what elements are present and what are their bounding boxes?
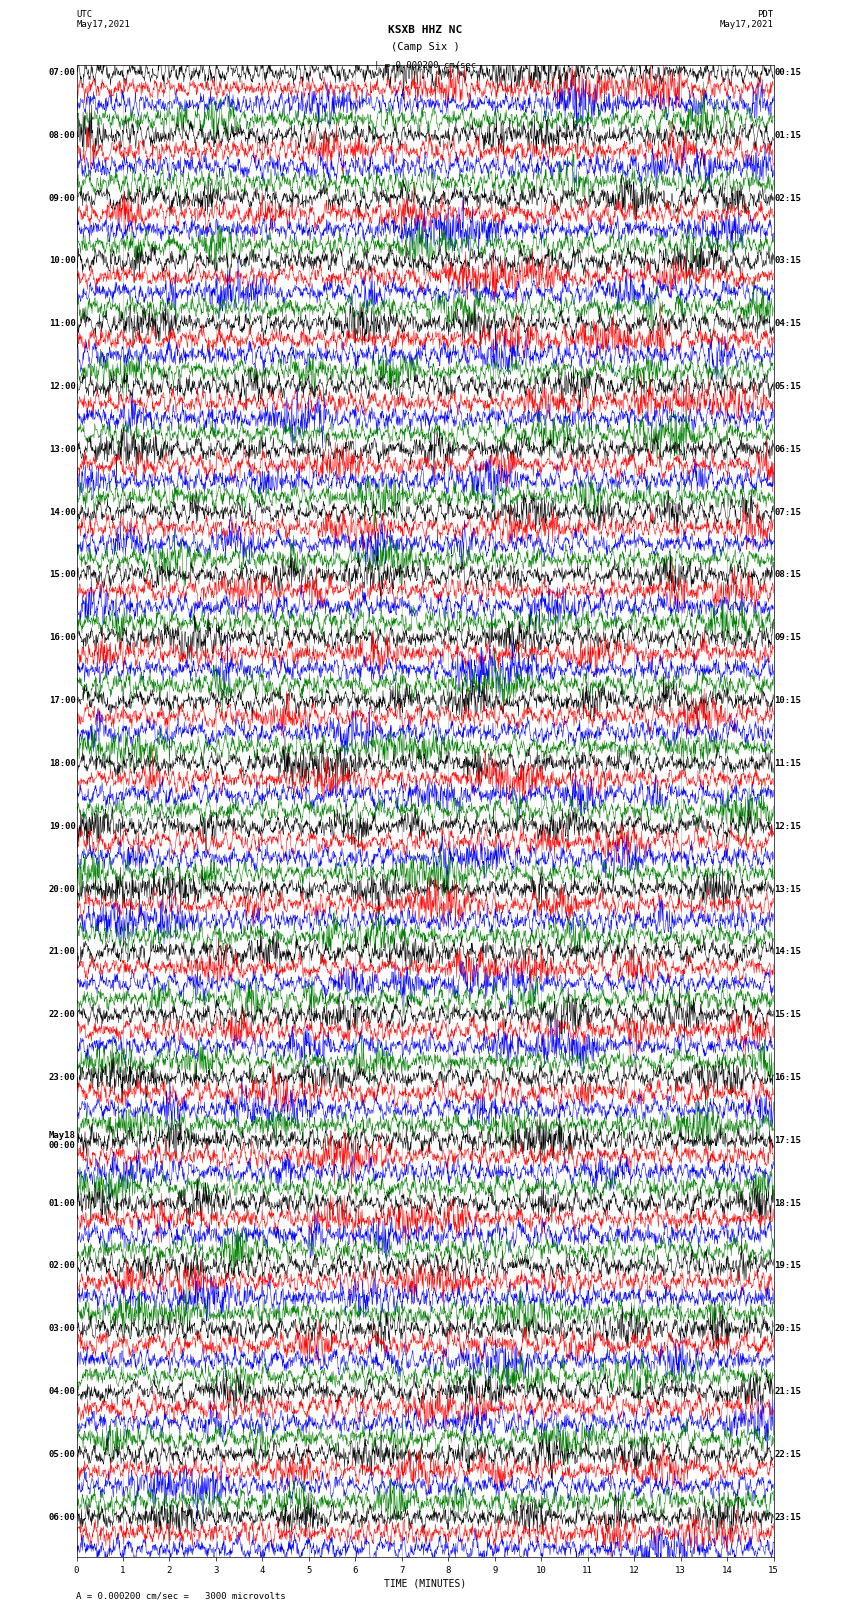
Text: 09:15: 09:15 xyxy=(774,634,801,642)
Text: 17:15: 17:15 xyxy=(774,1136,801,1145)
Text: 07:00: 07:00 xyxy=(49,68,76,77)
Text: 11:15: 11:15 xyxy=(774,758,801,768)
Text: 21:00: 21:00 xyxy=(49,947,76,957)
Text: | = 0.000200 cm/sec: | = 0.000200 cm/sec xyxy=(374,61,476,71)
Text: 20:15: 20:15 xyxy=(774,1324,801,1334)
X-axis label: TIME (MINUTES): TIME (MINUTES) xyxy=(384,1579,466,1589)
Text: 03:00: 03:00 xyxy=(49,1324,76,1334)
Text: 16:15: 16:15 xyxy=(774,1073,801,1082)
Text: 03:15: 03:15 xyxy=(774,256,801,266)
Text: 10:15: 10:15 xyxy=(774,697,801,705)
Text: 05:15: 05:15 xyxy=(774,382,801,390)
Text: 15:00: 15:00 xyxy=(49,571,76,579)
Text: 12:15: 12:15 xyxy=(774,821,801,831)
Text: 12:00: 12:00 xyxy=(49,382,76,390)
Text: 01:00: 01:00 xyxy=(49,1198,76,1208)
Text: 22:15: 22:15 xyxy=(774,1450,801,1460)
Text: 15:15: 15:15 xyxy=(774,1010,801,1019)
Text: 18:00: 18:00 xyxy=(49,758,76,768)
Text: 19:15: 19:15 xyxy=(774,1261,801,1271)
Text: 11:00: 11:00 xyxy=(49,319,76,327)
Text: 20:00: 20:00 xyxy=(49,884,76,894)
Text: 02:00: 02:00 xyxy=(49,1261,76,1271)
Text: 23:00: 23:00 xyxy=(49,1073,76,1082)
Text: 07:15: 07:15 xyxy=(774,508,801,516)
Text: 02:15: 02:15 xyxy=(774,194,801,203)
Text: 19:00: 19:00 xyxy=(49,821,76,831)
Text: 23:15: 23:15 xyxy=(774,1513,801,1521)
Text: 05:00: 05:00 xyxy=(49,1450,76,1460)
Text: 21:15: 21:15 xyxy=(774,1387,801,1397)
Text: 06:15: 06:15 xyxy=(774,445,801,453)
Text: UTC
May17,2021: UTC May17,2021 xyxy=(76,10,130,29)
Text: A = 0.000200 cm/sec =   3000 microvolts: A = 0.000200 cm/sec = 3000 microvolts xyxy=(76,1590,286,1600)
Text: 18:15: 18:15 xyxy=(774,1198,801,1208)
Text: May18
00:00: May18 00:00 xyxy=(49,1131,76,1150)
Text: 22:00: 22:00 xyxy=(49,1010,76,1019)
Text: PDT
May17,2021: PDT May17,2021 xyxy=(720,10,774,29)
Text: 06:00: 06:00 xyxy=(49,1513,76,1521)
Text: 09:00: 09:00 xyxy=(49,194,76,203)
Text: 13:15: 13:15 xyxy=(774,884,801,894)
Text: 16:00: 16:00 xyxy=(49,634,76,642)
Text: 04:00: 04:00 xyxy=(49,1387,76,1397)
Text: 17:00: 17:00 xyxy=(49,697,76,705)
Text: 08:15: 08:15 xyxy=(774,571,801,579)
Text: KSXB HHZ NC: KSXB HHZ NC xyxy=(388,26,462,35)
Text: 10:00: 10:00 xyxy=(49,256,76,266)
Text: 04:15: 04:15 xyxy=(774,319,801,327)
Text: 14:00: 14:00 xyxy=(49,508,76,516)
Text: (Camp Six ): (Camp Six ) xyxy=(391,42,459,52)
Text: 13:00: 13:00 xyxy=(49,445,76,453)
Text: 00:15: 00:15 xyxy=(774,68,801,77)
Text: 01:15: 01:15 xyxy=(774,131,801,140)
Text: 14:15: 14:15 xyxy=(774,947,801,957)
Text: 08:00: 08:00 xyxy=(49,131,76,140)
